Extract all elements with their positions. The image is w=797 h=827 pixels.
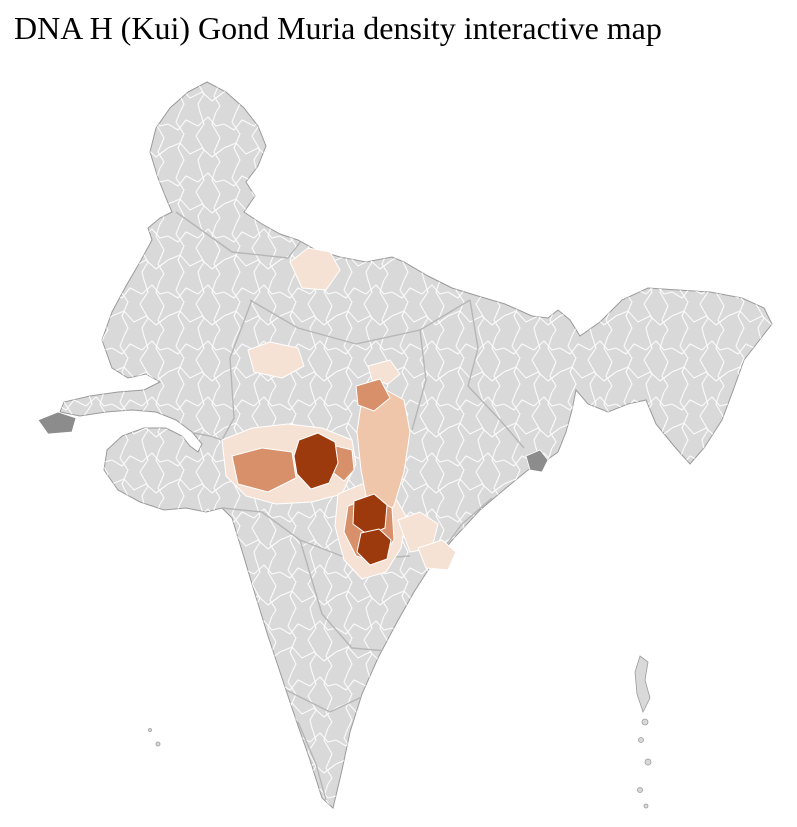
density-high-districts[interactable] <box>293 432 392 566</box>
district-polygon[interactable] <box>356 389 411 521</box>
island-shape[interactable] <box>155 741 161 747</box>
island-shape[interactable] <box>637 787 643 793</box>
district-boundaries-mesh <box>60 82 772 808</box>
andaman-nicobar-islands[interactable] <box>634 655 652 809</box>
dark-region-west[interactable] <box>37 411 77 435</box>
district-polygon[interactable] <box>352 493 388 536</box>
dark-region-east[interactable] <box>525 449 549 473</box>
lakshadweep-islands[interactable] <box>148 728 161 747</box>
district-polygon[interactable] <box>355 378 391 412</box>
district-polygon[interactable] <box>293 432 339 490</box>
district-polygon[interactable] <box>397 511 439 553</box>
district-polygon[interactable] <box>231 447 297 493</box>
island-shape[interactable] <box>638 737 644 743</box>
island-shape[interactable] <box>634 655 651 714</box>
dark-gray-regions[interactable] <box>37 411 549 473</box>
density-low-medium-districts[interactable] <box>356 389 411 521</box>
district-polygon[interactable] <box>289 247 341 291</box>
island-shape[interactable] <box>644 758 652 766</box>
island-shape[interactable] <box>641 718 649 726</box>
district-polygon[interactable] <box>356 528 392 566</box>
district-polygon[interactable] <box>247 341 305 379</box>
page-title: DNA H (Kui) Gond Muria density interacti… <box>14 10 662 46</box>
district-polygon[interactable] <box>367 359 401 385</box>
island-shape[interactable] <box>643 803 649 809</box>
district-polygon[interactable] <box>417 539 457 571</box>
island-shape[interactable] <box>148 728 152 732</box>
